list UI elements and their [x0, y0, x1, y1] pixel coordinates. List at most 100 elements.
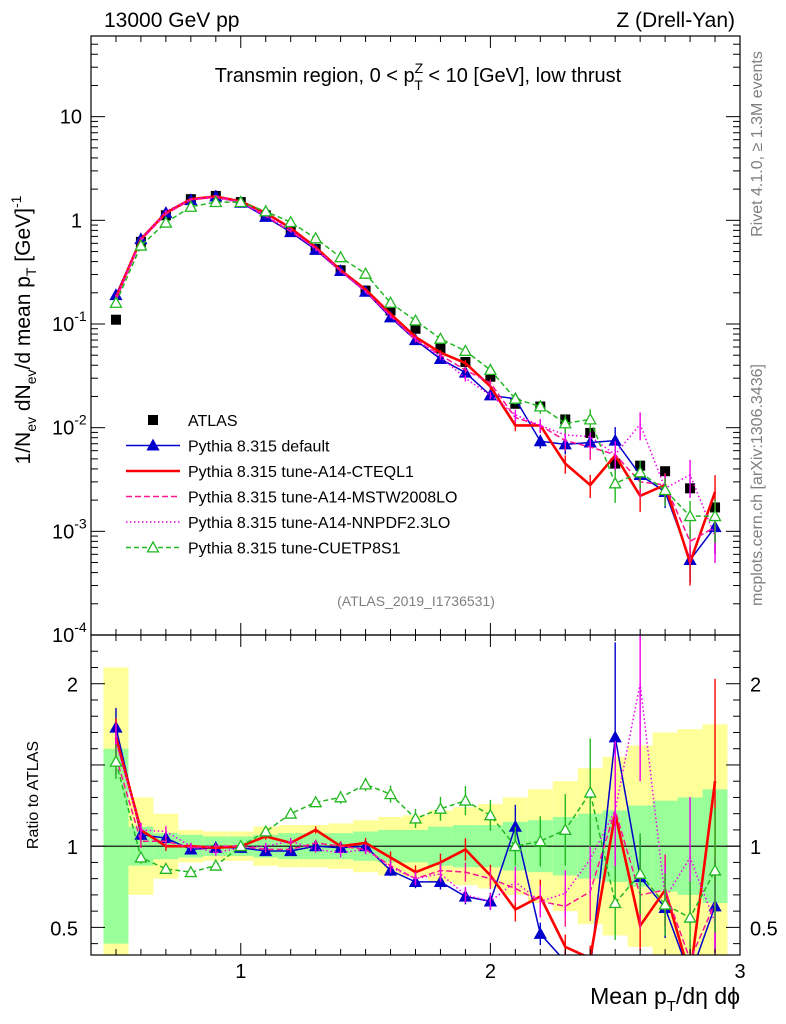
ratio-point — [533, 834, 547, 847]
mc-point — [209, 195, 223, 208]
mc-point — [234, 195, 248, 208]
main-plot-panel: 10-4 10-3 10-2 10-1 1 10 Transmin region, 0 <… — [52, 35, 741, 647]
legend: ATLAS Pythia 8.315 default Pythia 8.315 tu… — [126, 413, 457, 558]
mc-point — [608, 476, 622, 489]
y-tick-label: 10-3 — [52, 515, 87, 543]
header-right: Z (Drell-Yan) — [616, 9, 735, 32]
ratio-point — [159, 862, 173, 874]
mc-point — [558, 416, 572, 429]
mc-point — [109, 296, 123, 308]
ratio-point — [284, 806, 298, 819]
ratio-point — [608, 896, 622, 909]
ratio-point — [259, 824, 273, 837]
mc-point — [508, 391, 522, 404]
legend-label: Pythia 8.315 tune-A14-CTEQL1 — [188, 464, 414, 481]
mc-point — [334, 250, 348, 263]
ratio-point — [184, 865, 198, 878]
header-left: 13000 GeV pp — [104, 9, 239, 32]
ratio-tick-label: 0.5 — [50, 918, 78, 940]
x-axis-label: Mean pT/dη dϕ — [590, 983, 740, 1015]
atlas-data-point — [660, 466, 671, 477]
mc-point — [184, 199, 198, 212]
ratio-tick-label: 1 — [67, 837, 78, 859]
mc-point — [533, 399, 547, 412]
legend-label: ATLAS — [188, 413, 238, 430]
ratio-point — [533, 927, 547, 939]
plot-title: Transmin region, 0 < pZ T < 10 [GeV], low… — [215, 60, 622, 93]
legend-marker-square — [148, 415, 158, 425]
legend-label: Pythia 8.315 tune-A14-NNPDF2.3LO — [188, 515, 450, 532]
ratio-tick-label-right: 2 — [750, 675, 761, 697]
ratio-point — [334, 790, 348, 803]
mc-point — [633, 465, 647, 478]
ratio-point — [608, 730, 622, 743]
ratio-point — [234, 839, 248, 852]
mc-point — [284, 215, 298, 228]
ratio-point — [134, 850, 148, 863]
legend-label: Pythia 8.315 default — [188, 439, 330, 456]
legend-marker-triangle — [146, 438, 160, 451]
ratio-tick-label: 2 — [67, 675, 78, 697]
ratio-point — [558, 823, 572, 835]
ratio-point — [309, 795, 323, 808]
mc-point — [658, 483, 672, 496]
ratio-point — [109, 754, 123, 767]
ratio-point — [383, 787, 398, 800]
mc-point — [358, 266, 373, 279]
ratio-point — [508, 839, 522, 852]
mc-curve-4 — [115, 197, 716, 537]
mc-point — [708, 509, 722, 522]
legend-entry: Pythia 8.315 tune-A14-MSTW2008LO — [126, 490, 457, 507]
ratio-point — [683, 910, 697, 923]
ratio-point — [685, 971, 696, 981]
ratio-point — [583, 785, 597, 798]
ratio-point — [708, 863, 722, 876]
ratio-point — [633, 866, 647, 879]
ratio-point — [658, 897, 672, 910]
ratio-point — [585, 964, 596, 974]
atlas-data-point — [435, 343, 446, 354]
mc-point — [433, 331, 448, 344]
x-tick-label: 3 — [734, 961, 745, 983]
mc-point — [483, 363, 497, 376]
y-tick-label: 10-4 — [52, 619, 87, 647]
y-tick-label: 10 — [60, 107, 82, 129]
mc-point — [159, 215, 173, 228]
ratio-point — [209, 858, 223, 871]
legend-entry: Pythia 8.315 default — [126, 439, 330, 456]
mcplots-label: mcplots.cern.ch [arXiv:1306.3436] — [749, 364, 766, 606]
mc-point — [309, 231, 323, 244]
ratio-point — [483, 808, 497, 821]
legend-marker-open-triangle — [146, 540, 160, 553]
mc-point — [583, 412, 597, 425]
y-tick-label: 1 — [71, 210, 82, 232]
mc-point — [533, 434, 547, 447]
ratio-tick-label-right: 0.5 — [750, 918, 778, 940]
x-tick-label: 1 — [235, 961, 246, 983]
y-tick-label: 10-1 — [52, 308, 87, 336]
legend-entry: Pythia 8.315 tune-A14-CTEQL1 — [126, 464, 414, 481]
mc-point — [683, 509, 697, 522]
ratio-point — [408, 811, 423, 824]
ratio-point — [565, 954, 566, 955]
rivet-version-label: Rivet 4.1.0, ≥ 1.3M events — [749, 51, 766, 237]
ratio-point — [433, 801, 448, 814]
y-axis-label: 1/Nev dNev/d mean pT [GeV]-1 — [8, 195, 39, 464]
y-tick-label: 10-2 — [52, 412, 87, 440]
mc-point — [408, 313, 423, 326]
mc-point — [259, 204, 273, 217]
x-tick-label: 2 — [485, 961, 496, 983]
mc-point — [383, 296, 398, 308]
ratio-point — [458, 793, 473, 806]
mc-point — [458, 344, 473, 356]
atlas-data-point — [110, 314, 121, 325]
ratio-plot-panel: 1 2 30.5 0.51 12 2 — [50, 634, 778, 983]
atlas-data-point — [410, 323, 421, 334]
legend-label: Pythia 8.315 tune-A14-MSTW2008LO — [188, 490, 457, 507]
ratio-tick-label-right: 1 — [750, 837, 761, 859]
atlas-data-point — [485, 371, 496, 382]
analysis-watermark: (ATLAS_2019_I1736531) — [337, 593, 495, 609]
mc-curve-2 — [114, 195, 717, 567]
ratio-point — [358, 777, 373, 790]
